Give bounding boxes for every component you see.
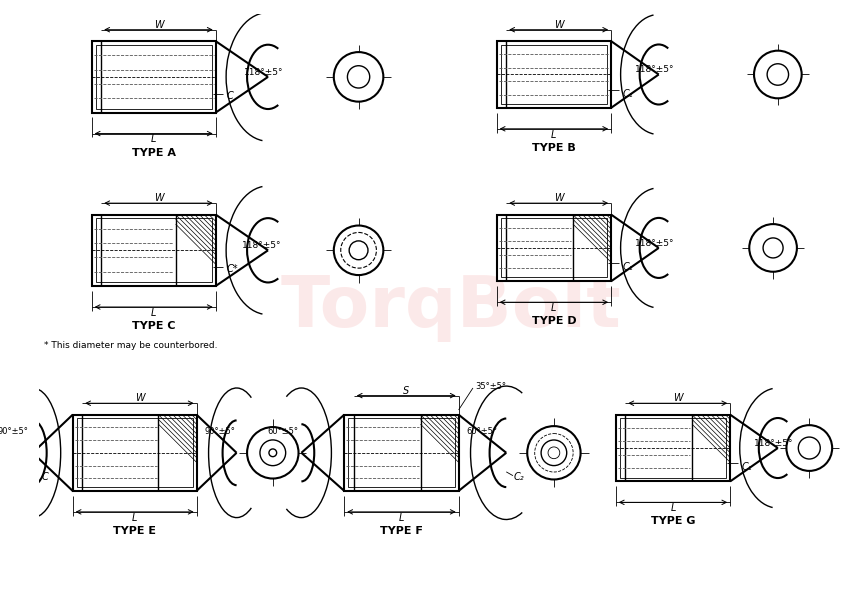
Circle shape: [749, 224, 797, 272]
Circle shape: [535, 433, 573, 472]
Circle shape: [349, 241, 368, 260]
Text: TYPE A: TYPE A: [131, 147, 176, 158]
Circle shape: [786, 425, 832, 471]
Text: TYPE F: TYPE F: [380, 526, 423, 536]
Text: 90°±5°: 90°±5°: [0, 427, 28, 437]
Circle shape: [767, 64, 789, 85]
Text: C: C: [227, 91, 234, 101]
Circle shape: [754, 51, 802, 98]
Text: W: W: [154, 193, 163, 203]
Text: W: W: [554, 20, 563, 30]
Text: W: W: [554, 193, 563, 203]
Circle shape: [763, 238, 783, 258]
Text: C*: C*: [227, 265, 239, 274]
Text: L: L: [551, 303, 556, 313]
Bar: [497, 41, 611, 108]
Circle shape: [541, 440, 567, 465]
Text: L: L: [132, 513, 138, 523]
Text: C₁: C₁: [741, 462, 753, 472]
Circle shape: [548, 447, 560, 459]
Bar: [73, 414, 196, 491]
Circle shape: [334, 52, 383, 102]
Text: L: L: [670, 503, 676, 513]
Bar: [616, 414, 730, 481]
Text: C₂: C₂: [514, 472, 524, 481]
Circle shape: [334, 225, 383, 275]
Bar: [95, 45, 212, 109]
Text: TYPE B: TYPE B: [532, 143, 576, 153]
Text: 118°±5°: 118°±5°: [754, 439, 793, 448]
Text: C₁: C₁: [623, 262, 633, 272]
Text: L: L: [151, 308, 157, 317]
Bar: [497, 214, 611, 281]
Text: 118°±5°: 118°±5°: [635, 65, 675, 74]
Text: 118°±5°: 118°±5°: [244, 68, 284, 77]
Bar: [501, 45, 607, 104]
Text: L: L: [551, 130, 556, 139]
Circle shape: [528, 426, 580, 480]
Circle shape: [260, 440, 285, 465]
Circle shape: [247, 427, 298, 478]
Text: W: W: [135, 394, 144, 403]
Text: TorqBolt: TorqBolt: [280, 273, 621, 341]
Text: 60°±5°: 60°±5°: [466, 427, 497, 437]
Text: C₁: C₁: [623, 88, 633, 99]
Text: L: L: [399, 513, 404, 523]
Text: 35°±5°: 35°±5°: [476, 381, 507, 391]
Bar: [619, 419, 727, 478]
Bar: [92, 41, 215, 112]
Text: TYPE C: TYPE C: [132, 321, 176, 331]
Text: L: L: [151, 134, 157, 144]
Text: C: C: [42, 472, 48, 481]
Text: TYPE D: TYPE D: [532, 316, 576, 326]
Circle shape: [798, 437, 820, 459]
Text: 118°±5°: 118°±5°: [635, 239, 675, 247]
Bar: [92, 214, 215, 286]
Text: TYPE E: TYPE E: [113, 526, 157, 536]
Text: 90°±5°: 90°±5°: [204, 427, 235, 437]
Circle shape: [269, 449, 277, 457]
Text: W: W: [673, 394, 682, 403]
Text: * This diameter may be counterbored.: * This diameter may be counterbored.: [44, 341, 218, 351]
Bar: [348, 419, 455, 487]
Bar: [344, 414, 458, 491]
Text: 118°±5°: 118°±5°: [242, 241, 282, 250]
Text: TYPE G: TYPE G: [650, 516, 695, 526]
Circle shape: [348, 66, 369, 88]
Bar: [501, 219, 607, 278]
Bar: [76, 419, 193, 487]
Bar: [95, 219, 212, 282]
Circle shape: [341, 233, 376, 268]
Text: S: S: [403, 386, 409, 396]
Text: 60°±5°: 60°±5°: [267, 427, 298, 437]
Text: W: W: [154, 20, 163, 30]
